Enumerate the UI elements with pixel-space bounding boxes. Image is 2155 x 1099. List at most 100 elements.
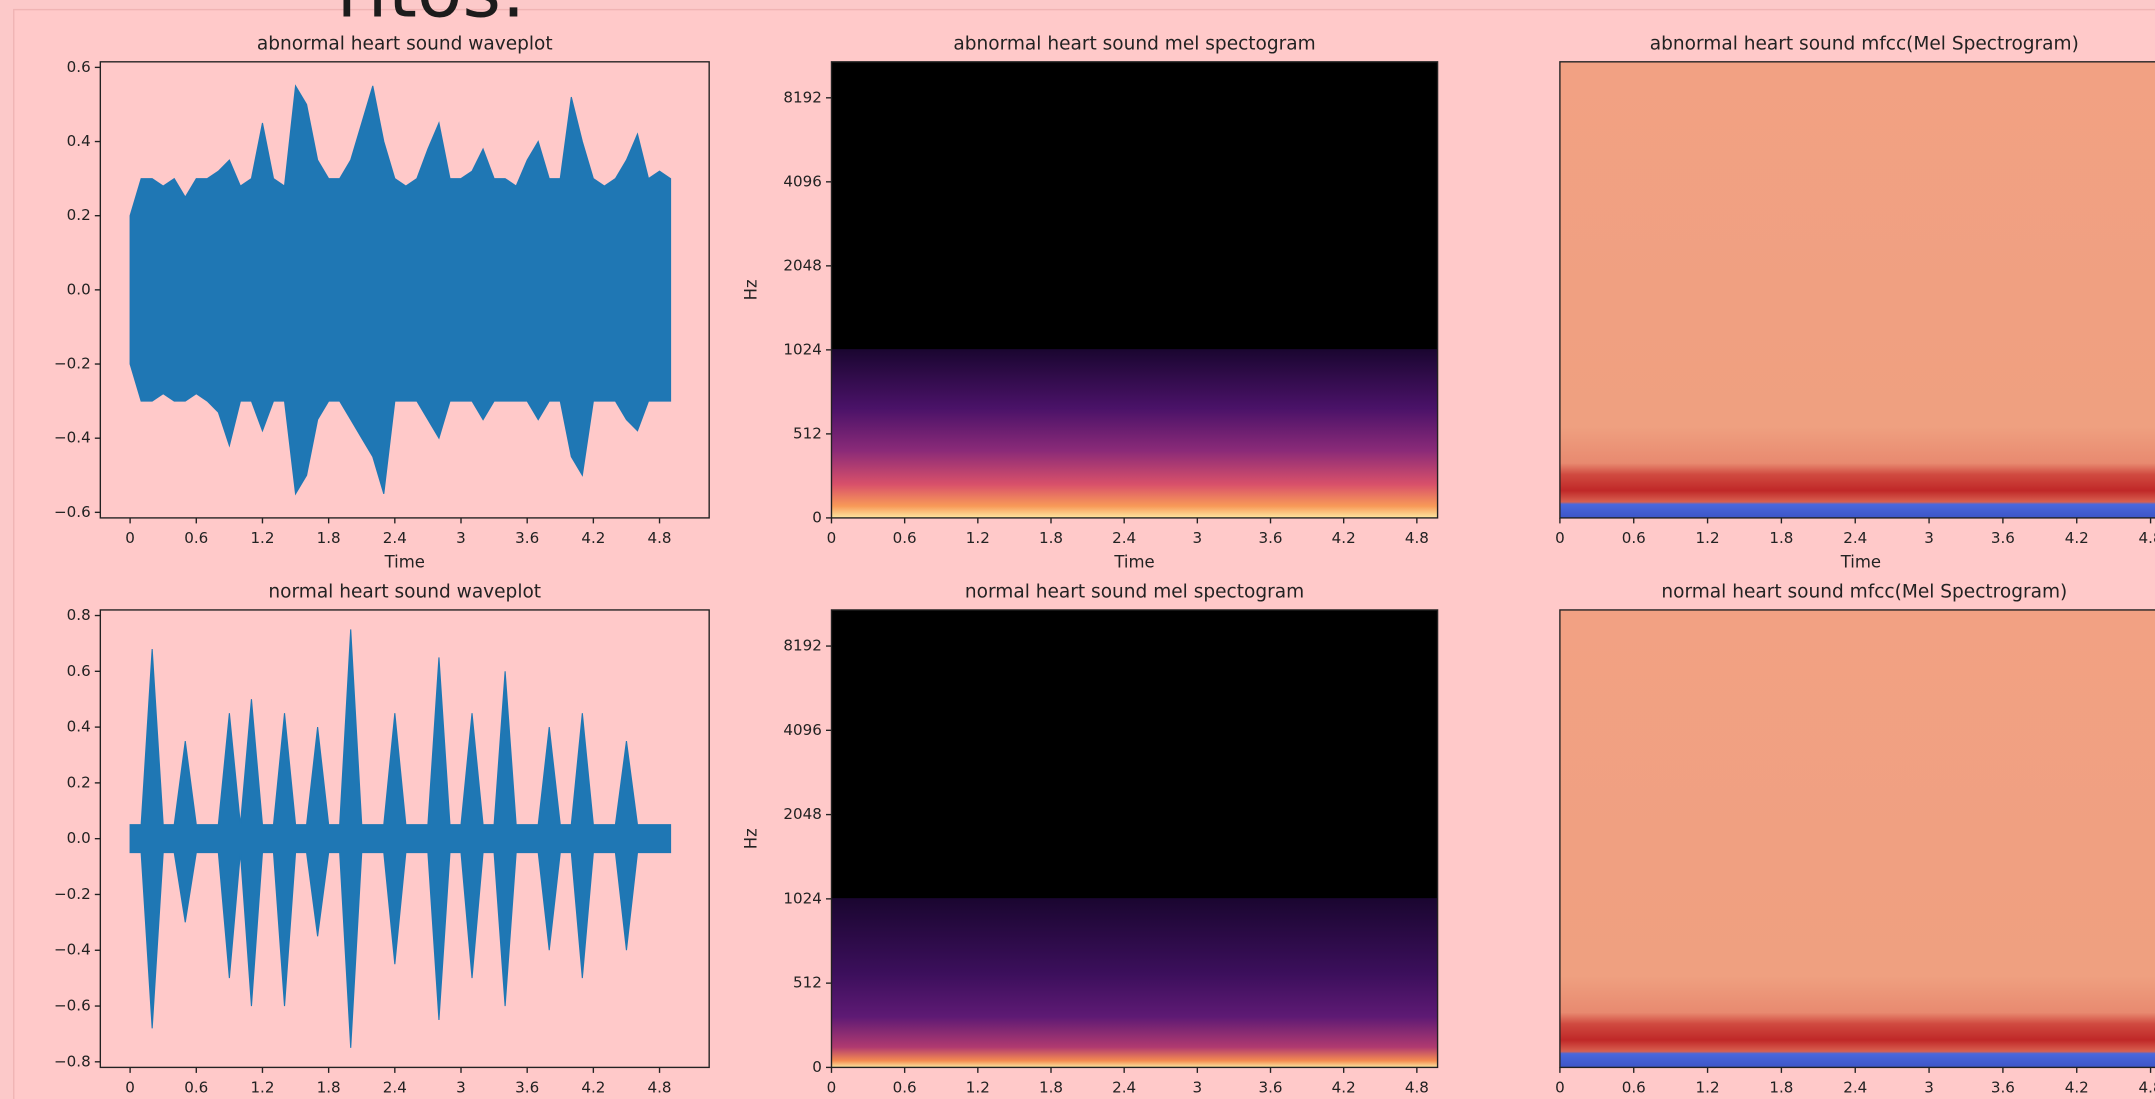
y-tick-label: 1024	[783, 340, 821, 358]
x-tick-label: 2.4	[1843, 1079, 1867, 1097]
x-tick-label: 1.8	[1039, 1079, 1063, 1097]
y-tick-label: 0.2	[67, 773, 91, 791]
x-tick-label: 4.2	[1332, 529, 1356, 547]
x-axis-label: Time	[384, 553, 425, 572]
x-tick-label: 0.6	[1622, 529, 1646, 547]
x-tick-label: 2.4	[1843, 529, 1867, 547]
y-tick-label: −0.2	[54, 885, 91, 903]
chart-title: normal heart sound mfcc(Mel Spectrogram)	[1661, 582, 2067, 603]
x-tick-label: 1.2	[1696, 529, 1720, 547]
y-tick-label: 0.4	[67, 132, 91, 150]
y-tick-label: 2048	[783, 256, 821, 274]
x-tick-label: 3	[456, 529, 466, 547]
spectrogram-energy	[831, 349, 1438, 518]
waveform	[129, 84, 672, 496]
y-tick-label: −0.4	[54, 941, 91, 959]
y-tick-label: 8192	[783, 88, 821, 106]
y-tick-label: 0.6	[67, 662, 91, 680]
x-tick-label: 1.8	[317, 529, 341, 547]
axes-frame	[830, 609, 1439, 1069]
x-tick-label: 3	[1924, 1079, 1934, 1097]
chart-title: normal heart sound waveplot	[268, 582, 541, 603]
x-tick-label: 0	[125, 1079, 135, 1097]
chart-title: abnormal heart sound mel spectogram	[953, 33, 1315, 54]
x-tick-label: 0	[827, 529, 837, 547]
x-tick-label: 4.2	[581, 1079, 605, 1097]
y-tick-label: 2048	[783, 805, 821, 823]
x-tick-label: 0.6	[1622, 1079, 1646, 1097]
x-tick-label: 1.2	[966, 1079, 990, 1097]
y-tick-label: −0.4	[54, 429, 91, 447]
x-tick-label: 1.2	[1696, 1079, 1720, 1097]
y-tick-label: 0.6	[67, 58, 91, 76]
x-tick-label: 4.2	[581, 529, 605, 547]
x-tick-label: 3.6	[1991, 1079, 2015, 1097]
x-tick-label: 0	[1555, 529, 1565, 547]
x-tick-label: 3	[456, 1079, 466, 1097]
x-tick-label: 2.4	[383, 1079, 407, 1097]
axes-frame	[1559, 609, 2155, 1069]
x-tick-label: 0.6	[184, 529, 208, 547]
y-tick-label: 512	[793, 974, 822, 992]
waveform	[129, 629, 672, 1048]
y-tick-label: 0.0	[67, 280, 91, 298]
x-tick-label: 2.4	[383, 529, 407, 547]
x-tick-label: 3	[1924, 529, 1934, 547]
plots: 0 0.6 1.2 1.8 2.4 3 3.6 4.2 4.8 −0.6 −0.4 −0.2 0.0 0.…	[54, 33, 2155, 1097]
x-tick-label: 1.2	[250, 529, 274, 547]
y-tick-label: −0.6	[54, 997, 91, 1015]
x-tick-label: 4.2	[2065, 529, 2089, 547]
x-tick-label: 2.4	[1112, 529, 1136, 547]
y-tick-label: 0	[812, 508, 822, 526]
axes-frame	[830, 61, 1439, 519]
x-tick-label: 0	[125, 529, 135, 547]
x-tick-label: 0.6	[893, 1079, 917, 1097]
x-tick-label: 2.4	[1112, 1079, 1136, 1097]
x-tick-label: 1.8	[1769, 529, 1793, 547]
x-axis-label: Time	[1113, 553, 1154, 572]
x-tick-label: 1.8	[1769, 1079, 1793, 1097]
mfcc-image	[1559, 61, 2155, 518]
x-tick-label: 3.6	[515, 529, 539, 547]
x-axis-label: Time	[1840, 553, 1881, 572]
y-tick-label: 1024	[783, 889, 821, 907]
mfcc-image	[1559, 609, 2155, 1068]
x-tick-label: 3.6	[1258, 1079, 1282, 1097]
spectrogram-energy	[831, 898, 1438, 1068]
y-tick-label: 0.0	[67, 829, 91, 847]
y-tick-label: 0.4	[67, 718, 91, 736]
x-tick-label: 3	[1193, 529, 1203, 547]
x-tick-label: 0	[1555, 1079, 1565, 1097]
chart-title: normal heart sound mel spectogram	[965, 582, 1304, 603]
x-tick-label: 4.8	[648, 529, 672, 547]
y-tick-label: 0	[812, 1058, 822, 1076]
y-axis-label: Hz	[741, 279, 760, 300]
y-tick-label: 4096	[783, 721, 821, 739]
chart-title: abnormal heart sound mfcc(Mel Spectrogra…	[1650, 33, 2079, 54]
x-tick-label: 0	[827, 1079, 837, 1097]
x-tick-label: 4.8	[1405, 529, 1429, 547]
axes-frame	[1559, 61, 2155, 519]
y-axis-label: Hz	[741, 828, 760, 849]
chart-title: abnormal heart sound waveplot	[257, 33, 553, 54]
x-tick-label: 1.2	[250, 1079, 274, 1097]
x-tick-label: 4.8	[1405, 1079, 1429, 1097]
x-tick-label: 4.8	[2139, 1079, 2155, 1097]
x-tick-label: 3	[1193, 1079, 1203, 1097]
y-tick-label: 512	[793, 424, 822, 442]
y-tick-label: 0.2	[67, 206, 91, 224]
y-tick-label: 4096	[783, 172, 821, 190]
y-tick-label: −0.2	[54, 355, 91, 373]
x-tick-label: 0.6	[184, 1079, 208, 1097]
x-tick-label: 0.6	[893, 529, 917, 547]
x-tick-label: 4.2	[2065, 1079, 2089, 1097]
x-tick-label: 3.6	[1991, 529, 2015, 547]
x-tick-label: 1.8	[317, 1079, 341, 1097]
x-tick-label: 3.6	[515, 1079, 539, 1097]
x-tick-label: 3.6	[1258, 529, 1282, 547]
y-tick-label: 8192	[783, 637, 821, 655]
x-tick-label: 1.8	[1039, 529, 1063, 547]
x-tick-label: 4.8	[648, 1079, 672, 1097]
